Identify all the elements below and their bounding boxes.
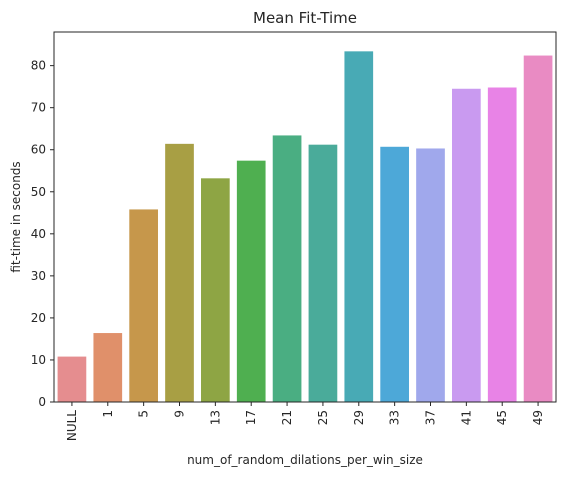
bar-29 — [344, 51, 374, 403]
y-tick-label: 0 — [38, 395, 46, 409]
bar-45 — [487, 87, 517, 402]
x-tick-label: 9 — [173, 410, 187, 418]
y-tick-label: 10 — [31, 353, 46, 367]
y-tick-label: 70 — [31, 101, 46, 115]
bar-33 — [380, 146, 409, 402]
x-tick-label: 21 — [280, 410, 294, 425]
bars-layer — [57, 51, 553, 403]
x-tick-label: NULL — [65, 410, 79, 441]
x-tick-label: 29 — [352, 410, 366, 425]
bar-13 — [201, 178, 230, 402]
x-tick-label: 49 — [531, 410, 545, 425]
y-tick-label: 50 — [31, 185, 46, 199]
x-axis: NULL 1 5 9 13 17 21 25 29 33 37 41 45 49 — [65, 402, 545, 441]
y-tick-label: 20 — [31, 311, 46, 325]
bar-9 — [165, 143, 194, 402]
bar-17 — [236, 160, 266, 402]
bar-21 — [272, 135, 302, 402]
y-axis: 0 10 20 30 40 50 60 70 80 — [31, 59, 54, 409]
x-tick-label: 13 — [208, 410, 222, 425]
x-tick-label: 45 — [495, 410, 509, 425]
x-tick-label: 1 — [101, 410, 115, 418]
y-tick-label: 80 — [31, 59, 46, 73]
x-tick-label: 5 — [137, 410, 151, 418]
bar-49 — [523, 55, 553, 403]
y-tick-label: 60 — [31, 143, 46, 157]
y-tick-label: 30 — [31, 269, 46, 283]
bar-41 — [452, 88, 481, 402]
x-axis-label: num_of_random_dilations_per_win_size — [187, 453, 423, 467]
y-tick-label: 40 — [31, 227, 46, 241]
x-tick-label: 17 — [244, 410, 258, 425]
plot-frame — [53, 31, 557, 403]
chart-title: Mean Fit-Time — [253, 9, 357, 27]
bar-null — [57, 356, 87, 402]
bar-25 — [308, 144, 338, 402]
bar-37 — [416, 148, 445, 402]
bar-5 — [129, 209, 158, 402]
bar-1 — [93, 333, 123, 402]
x-tick-label: 33 — [388, 410, 402, 425]
x-tick-label: 25 — [316, 410, 330, 425]
x-tick-label: 37 — [424, 410, 438, 425]
x-tick-label: 41 — [459, 410, 473, 425]
y-axis-label: fit-time in seconds — [9, 161, 23, 272]
